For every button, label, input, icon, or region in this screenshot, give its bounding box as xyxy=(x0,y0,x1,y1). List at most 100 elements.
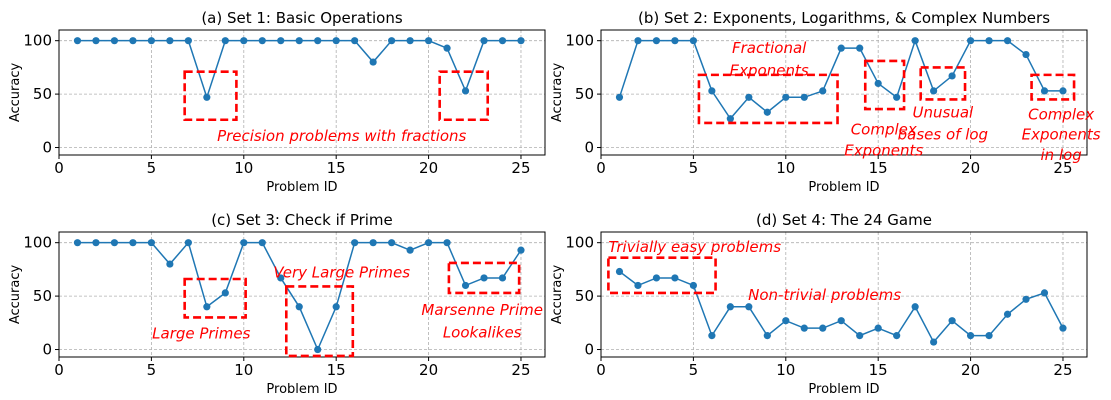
highlight-box xyxy=(863,59,906,111)
data-point xyxy=(203,303,211,311)
x-tick-label: 20 xyxy=(961,361,980,379)
chart-panel-0: 0 5 10 15 20 25 0 50 100 (a) Set 1: Basic Operati… xyxy=(8,9,546,195)
chart-panel-1: 0 5 10 15 20 25 0 50 100 (b) Set 2: Exponents, Lo… xyxy=(550,9,1101,195)
highlight-box xyxy=(1030,73,1076,101)
data-point xyxy=(277,37,285,45)
data-point xyxy=(129,239,137,247)
data-point xyxy=(277,274,285,282)
annotation-text: Complex xyxy=(1028,105,1094,123)
data-point xyxy=(782,317,790,325)
plot-frame xyxy=(58,29,546,156)
data-point xyxy=(763,332,771,340)
x-tick-label: 5 xyxy=(147,159,157,177)
x-tick-label: 0 xyxy=(54,361,64,379)
y-tick-label: 100 xyxy=(23,32,52,50)
data-point xyxy=(1040,87,1049,95)
data-point xyxy=(369,239,377,247)
data-point xyxy=(184,37,192,45)
data-point xyxy=(147,37,155,45)
y-tick-label: 100 xyxy=(565,234,594,252)
annotation-text: Trivially easy problems xyxy=(608,238,781,256)
data-point xyxy=(745,93,753,101)
data-point xyxy=(911,37,919,45)
data-point xyxy=(332,37,340,45)
y-axis-label: Accuracy xyxy=(550,63,565,123)
data-point xyxy=(110,37,119,45)
highlight-box xyxy=(284,285,355,358)
data-point xyxy=(314,345,322,354)
y-tick-label: 100 xyxy=(23,234,52,252)
data-point xyxy=(985,37,993,45)
series-line xyxy=(619,270,1064,344)
data-point xyxy=(73,239,82,247)
x-tick-label: 20 xyxy=(961,159,980,177)
data-point xyxy=(652,37,661,45)
data-point xyxy=(948,72,956,80)
annotation-text: Very Large Primes xyxy=(273,264,410,282)
data-point xyxy=(985,332,993,340)
highlight-box xyxy=(183,70,238,122)
data-point xyxy=(73,37,82,45)
y-axis-label: Accuracy xyxy=(8,265,23,325)
data-point xyxy=(332,303,340,311)
data-point xyxy=(295,303,303,311)
x-tick-label: 10 xyxy=(234,159,253,177)
data-point xyxy=(634,281,642,290)
data-point xyxy=(726,303,734,311)
data-point xyxy=(634,37,642,45)
data-point xyxy=(689,281,697,290)
data-point xyxy=(1003,310,1012,318)
data-point xyxy=(1059,87,1067,95)
data-point xyxy=(708,332,716,340)
annotation-text: Exponents xyxy=(1022,126,1101,144)
data-point xyxy=(819,87,827,95)
plot-frame xyxy=(600,29,1088,156)
annotation-text: Exponents xyxy=(844,142,923,160)
chart-panel-2: 0 5 10 15 20 25 0 50 100 (c) Set 3: Check if Prim… xyxy=(8,211,546,397)
data-point xyxy=(800,324,808,332)
data-point xyxy=(424,239,433,247)
data-point xyxy=(948,317,956,325)
data-point xyxy=(480,37,488,45)
data-point xyxy=(615,267,624,276)
x-tick-label: 0 xyxy=(596,361,606,379)
series-line xyxy=(618,38,1063,120)
x-tick-label: 5 xyxy=(689,159,699,177)
data-point xyxy=(726,115,734,123)
y-axis-label: Accuracy xyxy=(550,265,565,325)
x-axis-label: Problem ID xyxy=(266,180,337,195)
data-point xyxy=(930,338,938,346)
annotation-text: Complex xyxy=(851,120,917,138)
data-point xyxy=(819,324,827,332)
x-axis-label: Problem ID xyxy=(808,382,879,397)
x-axis-label: Problem ID xyxy=(808,180,879,195)
data-point xyxy=(615,93,624,101)
data-point xyxy=(800,93,808,101)
x-tick-label: 15 xyxy=(869,361,888,379)
series-line xyxy=(77,39,521,100)
annotation-text: Lookalikes xyxy=(443,323,522,341)
annotation-text: Precision problems with fractions xyxy=(217,127,466,145)
x-tick-label: 20 xyxy=(419,159,438,177)
highlight-box xyxy=(919,66,967,101)
x-tick-label: 15 xyxy=(327,159,346,177)
y-tick-label: 50 xyxy=(33,287,52,305)
data-point xyxy=(517,37,525,45)
chart-title: (b) Set 2: Exponents, Logarithms, & Comp… xyxy=(638,9,1050,27)
annotation-text: in log xyxy=(1040,146,1081,164)
data-point xyxy=(351,37,359,45)
data-point xyxy=(1059,324,1067,332)
data-point xyxy=(930,87,938,95)
highlight-box xyxy=(438,70,490,122)
x-tick-label: 5 xyxy=(689,361,699,379)
data-point xyxy=(966,332,975,340)
data-point xyxy=(874,79,882,88)
annotation-text: Exponents xyxy=(730,62,809,80)
chart-panel-3: 0 5 10 15 20 25 0 50 100 (d) Set 4: The 24 Game Pr… xyxy=(550,211,1088,397)
data-point xyxy=(498,37,507,45)
data-point xyxy=(874,324,882,332)
y-axis-label: Accuracy xyxy=(8,63,23,123)
data-point xyxy=(221,37,229,45)
x-tick-label: 10 xyxy=(776,159,795,177)
x-tick-label: 25 xyxy=(511,159,530,177)
